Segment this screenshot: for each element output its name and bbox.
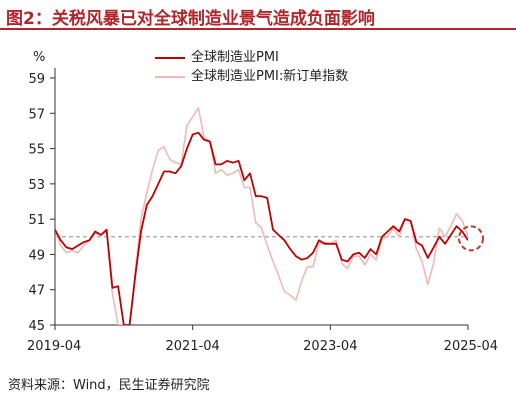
figure-title: 图2：关税风暴已对全球制造业景气造成负面影响	[0, 0, 516, 30]
x-tick-label: 2023-04	[303, 339, 357, 354]
legend-label-pmi: 全球制造业PMI	[191, 50, 279, 65]
y-tick-label: 45	[28, 319, 45, 334]
legend-label-new-orders: 全球制造业PMI:新订单指数	[191, 69, 349, 84]
x-tick-label: 2021-04	[166, 339, 220, 354]
y-tick-label: 47	[28, 284, 45, 299]
y-unit-label: %	[33, 50, 45, 65]
legend-item-pmi: 全球制造业PMI	[155, 46, 279, 65]
series-line-new-orders	[55, 107, 468, 325]
y-tick-label: 57	[28, 107, 45, 122]
x-tick-label: 2019-04	[27, 339, 81, 354]
source-note: 资料来源：Wind，民生证券研究院	[8, 378, 210, 393]
y-tick-label: 59	[28, 72, 45, 87]
y-tick-label: 51	[28, 213, 45, 228]
y-tick-label: 53	[28, 178, 45, 193]
highlight-circle	[458, 225, 484, 252]
x-tick-label: 2025-04	[444, 339, 498, 354]
y-tick-label: 49	[28, 248, 45, 263]
legend-swatch-pmi	[155, 56, 185, 59]
series-line-pmi	[55, 131, 468, 325]
y-tick-label: 55	[28, 143, 45, 158]
legend-swatch-new-orders	[155, 75, 185, 78]
legend-item-new-orders: 全球制造业PMI:新订单指数	[155, 65, 348, 84]
